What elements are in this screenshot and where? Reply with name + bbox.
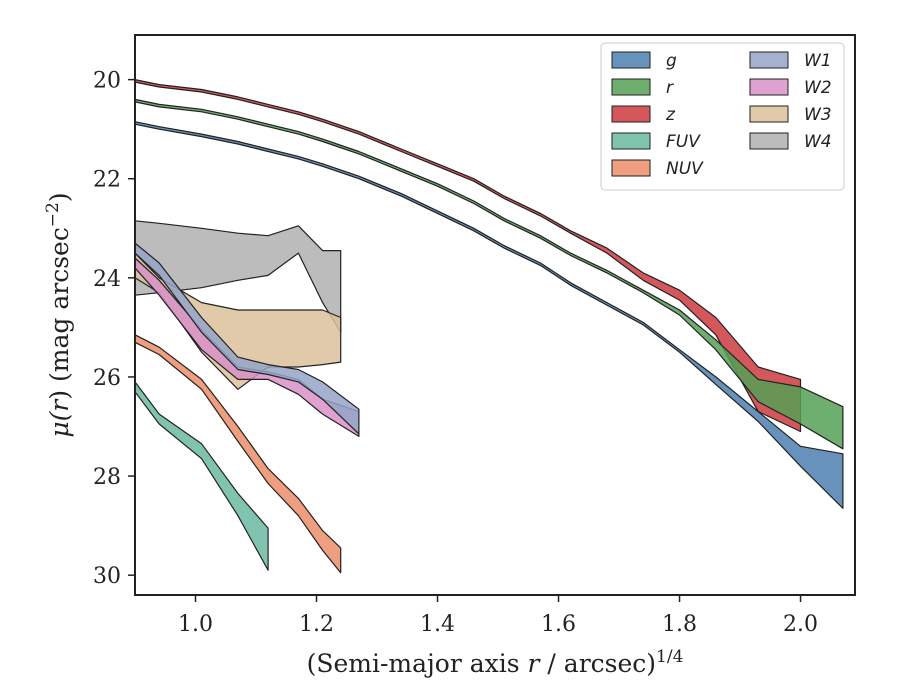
legend-swatch-z bbox=[611, 105, 651, 123]
y-tick-label: 26 bbox=[93, 366, 121, 391]
band-r bbox=[134, 98, 844, 450]
x-tick-label: 1.8 bbox=[662, 612, 697, 637]
y-tick-label: 30 bbox=[93, 564, 121, 589]
band-z bbox=[134, 79, 802, 433]
x-tick-label: 1.2 bbox=[299, 612, 334, 637]
legend-swatch-w4 bbox=[749, 132, 789, 150]
band-w1 bbox=[134, 242, 360, 435]
legend-label-r: r bbox=[666, 78, 674, 98]
x-tick-label: 1.0 bbox=[178, 612, 213, 637]
legend-label-w2: W2 bbox=[804, 78, 832, 98]
legend-label-w1: W1 bbox=[804, 51, 832, 71]
legend-swatch-nuv bbox=[611, 159, 651, 177]
y-axis-label: μ(r) (mag arcsec−2) bbox=[43, 192, 74, 437]
y-tick-label: 28 bbox=[93, 465, 121, 490]
legend-swatch-g bbox=[611, 51, 651, 69]
legend: grz FUV NUV W1 W2 W3 W4 bbox=[600, 42, 845, 191]
legend-label-w4: W4 bbox=[804, 132, 832, 152]
x-axis-label: (Semi-major axis r / arcsec)1/4 bbox=[307, 647, 684, 678]
legend-label-w3: W3 bbox=[804, 105, 832, 125]
legend-label-fuv: FUV bbox=[666, 132, 701, 152]
x-tick-label: 2.0 bbox=[783, 612, 818, 637]
legend-swatch-w1 bbox=[749, 51, 789, 69]
band-fuv bbox=[134, 381, 269, 571]
band-g bbox=[134, 121, 844, 509]
legend-swatch-r bbox=[611, 78, 651, 96]
band-nuv bbox=[134, 334, 342, 574]
plot-frame bbox=[134, 34, 856, 596]
y-tick-label: 22 bbox=[93, 168, 121, 193]
legend-swatch-w2 bbox=[749, 78, 789, 96]
legend-label-nuv: NUV bbox=[666, 159, 704, 179]
x-axis: 1.0 1.2 1.4 1.6 1.8 2.0 bbox=[178, 595, 818, 637]
y-axis: 20 22 24 26 28 30 bbox=[93, 69, 135, 589]
legend-swatch-w3 bbox=[749, 105, 789, 123]
y-tick-label: 24 bbox=[93, 267, 121, 292]
y-tick-label: 20 bbox=[93, 69, 121, 94]
legend-swatch-fuv bbox=[611, 132, 651, 150]
x-tick-label: 1.4 bbox=[420, 612, 455, 637]
legend-label-z: z bbox=[665, 105, 676, 125]
legend-label-g: g bbox=[666, 51, 677, 71]
band-layer bbox=[134, 79, 844, 574]
x-tick-label: 1.6 bbox=[541, 612, 576, 637]
